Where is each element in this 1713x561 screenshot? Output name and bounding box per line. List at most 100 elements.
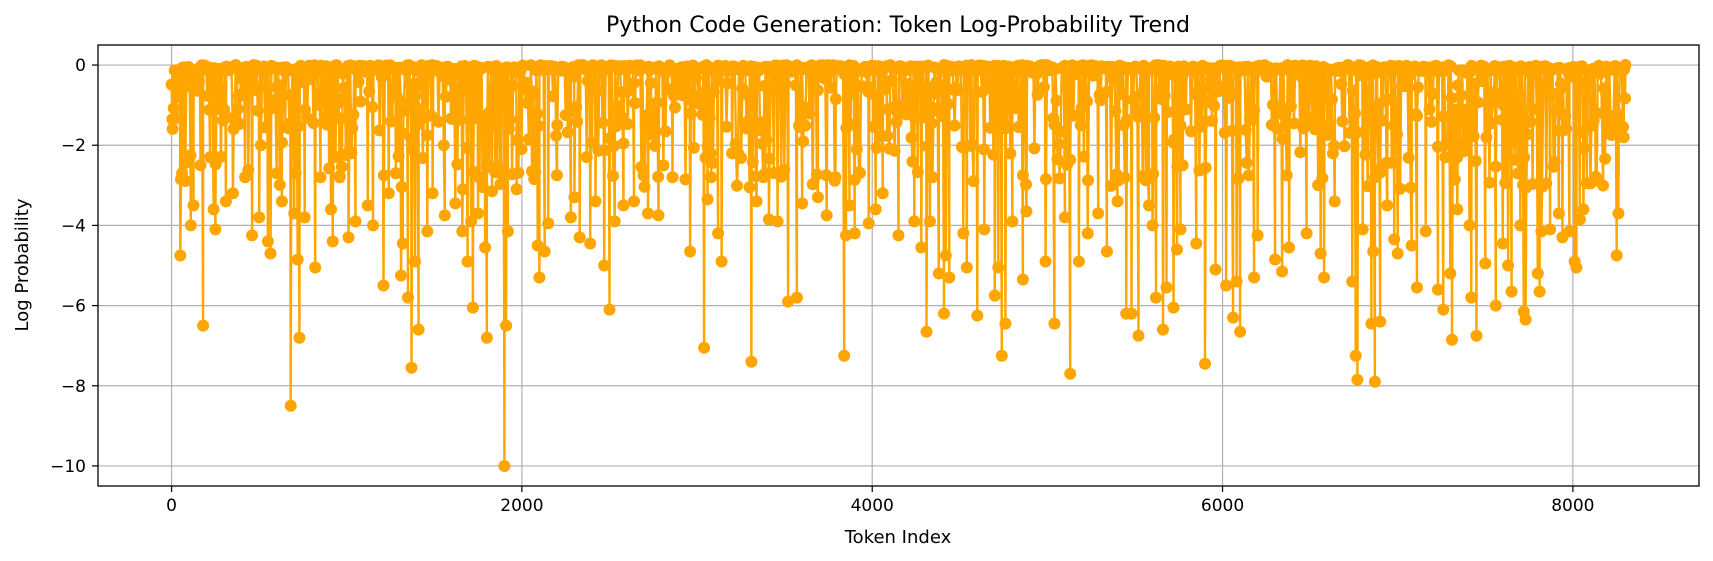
data-point (1174, 223, 1187, 236)
data-point (715, 255, 728, 268)
data-point (759, 167, 772, 180)
data-point (948, 119, 961, 132)
data-point (1460, 144, 1473, 157)
data-point (538, 245, 551, 258)
data-point (184, 149, 197, 162)
data-point (846, 86, 859, 99)
y-tick-label: −6 (61, 297, 86, 317)
data-point (421, 225, 434, 238)
data-point (1405, 239, 1418, 252)
data-point (215, 150, 227, 163)
data-point (246, 229, 259, 242)
data-point (1146, 219, 1159, 232)
data-point (498, 460, 511, 472)
data-point (703, 111, 716, 124)
data-point (1054, 125, 1067, 138)
data-point (649, 139, 661, 152)
data-point (1587, 115, 1600, 128)
data-point (472, 207, 485, 220)
data-point (1578, 142, 1591, 155)
data-point (829, 171, 842, 184)
data-point (226, 187, 239, 200)
data-point (876, 187, 889, 200)
data-point (335, 160, 348, 173)
x-tick-label: 8000 (1551, 496, 1594, 516)
data-point (251, 104, 264, 117)
data-point (1439, 151, 1452, 164)
data-point (598, 259, 611, 272)
data-point (529, 166, 542, 178)
data-point (507, 79, 520, 92)
data-point (1092, 207, 1105, 220)
data-point (640, 109, 653, 122)
data-point (1619, 59, 1632, 71)
data-point (573, 231, 586, 244)
data-point (1040, 173, 1052, 186)
data-point (764, 81, 777, 94)
data-point (1361, 180, 1374, 193)
data-point (1251, 229, 1264, 242)
data-point (1505, 285, 1518, 298)
data-point (1294, 146, 1307, 159)
data-point (1499, 176, 1512, 189)
data-point (551, 119, 564, 132)
data-point (1465, 291, 1478, 304)
data-point (450, 85, 463, 98)
data-point (854, 167, 866, 179)
data-point (1115, 88, 1128, 101)
data-point (603, 303, 616, 316)
data-point (288, 207, 301, 220)
data-point (721, 77, 734, 90)
data-point (628, 195, 640, 208)
data-point (194, 159, 207, 172)
data-point (1548, 155, 1561, 168)
data-point (1206, 114, 1218, 127)
data-point (292, 120, 305, 133)
data-point (932, 267, 945, 280)
data-point (166, 122, 179, 135)
data-point (1560, 122, 1573, 135)
data-point (694, 98, 707, 111)
data-point (203, 103, 216, 116)
data-point (316, 86, 329, 99)
data-point (1321, 128, 1334, 141)
y-tick-label: 0 (75, 56, 86, 76)
data-point (1411, 109, 1423, 122)
data-point (760, 134, 773, 147)
data-point (584, 237, 597, 250)
data-point (406, 143, 419, 156)
data-point (642, 207, 654, 220)
data-point (451, 158, 464, 171)
data-point (892, 229, 905, 242)
data-point (1394, 182, 1407, 195)
y-axis: 0 −2 −4 −6 −8 −10 (50, 56, 98, 477)
data-point (598, 144, 611, 157)
data-point (494, 167, 507, 180)
data-point (1100, 85, 1113, 98)
data-point (1351, 126, 1364, 139)
data-point (1077, 150, 1090, 163)
data-point (848, 227, 861, 240)
data-point (1489, 299, 1502, 312)
data-point (1557, 81, 1570, 94)
data-point (1449, 103, 1462, 116)
data-point (531, 107, 544, 120)
data-point (1502, 259, 1515, 272)
data-point (1530, 103, 1543, 116)
data-point (1514, 219, 1527, 232)
data-point (349, 215, 362, 228)
data-point (1063, 77, 1076, 90)
data-point (460, 141, 473, 154)
x-tick-label: 4000 (851, 496, 894, 516)
data-point (999, 317, 1012, 330)
data-point (476, 181, 489, 194)
data-point (366, 101, 379, 113)
data-point (174, 249, 187, 262)
x-axis-label: Token Index (844, 527, 952, 548)
data-point (1280, 169, 1293, 182)
data-point (1100, 245, 1113, 258)
data-point (695, 87, 708, 100)
data-point (1524, 116, 1537, 128)
data-point (1064, 153, 1077, 166)
data-point (621, 118, 634, 130)
